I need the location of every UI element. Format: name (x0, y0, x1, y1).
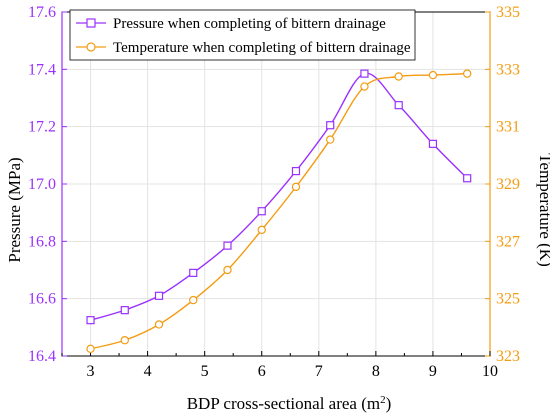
data-point-square (394, 101, 403, 110)
right-y-tick-label: 333 (496, 61, 520, 78)
x-axis-title-superscript: 2 (380, 394, 386, 406)
right-y-tick-label: 325 (496, 291, 520, 308)
data-point-square (189, 268, 198, 277)
data-point-circle (223, 265, 232, 275)
x-tick-label: 9 (429, 363, 437, 380)
legend: Pressure when completing of bittern drai… (69, 9, 416, 61)
legend-box (69, 9, 416, 61)
x-axis: 3 4 5 6 7 8 9 10 (61, 351, 498, 380)
data-point-square (257, 207, 266, 216)
x-axis-title-end: ) (386, 394, 392, 413)
legend-label-pressure: Pressure when completing of bittern drai… (113, 16, 386, 32)
x-tick-label: 10 (482, 363, 498, 380)
data-point-square (154, 291, 164, 300)
data-point-square (291, 167, 301, 176)
data-point-circle (86, 344, 95, 354)
legend-marker-pressure (86, 18, 96, 28)
right-y-tick-label: 329 (496, 176, 520, 193)
right-y-tick-label: 327 (496, 233, 520, 250)
data-point-square (223, 241, 232, 250)
data-point-square (463, 174, 472, 183)
data-point-circle (428, 70, 438, 80)
legend-marker-temperature (86, 42, 96, 52)
left-y-tick-label: 16.8 (28, 233, 56, 250)
x-tick-label: 3 (87, 363, 95, 380)
right-y-axis: 323 325 327 329 331 333 335 (485, 4, 520, 365)
data-point-circle (360, 82, 369, 91)
x-axis-title-main: BDP cross-sectional area (m (187, 394, 380, 413)
legend-label-temperature: Temperature when completing of bittern d… (113, 40, 411, 56)
right-y-tick-label: 335 (496, 4, 520, 21)
data-point-circle (154, 320, 164, 329)
x-tick-label: 4 (144, 363, 152, 380)
x-tick-label: 6 (258, 363, 266, 380)
left-y-tick-label: 16.6 (28, 291, 56, 308)
left-y-tick-label: 17.2 (28, 119, 56, 136)
data-point-square (120, 306, 129, 315)
data-point-circle (291, 182, 301, 192)
x-tick-label: 5 (201, 363, 209, 380)
series-temperature (86, 69, 472, 354)
series-group (86, 69, 472, 354)
x-tick-label: 8 (372, 363, 380, 380)
data-point-circle (257, 225, 266, 235)
right-y-tick-label: 323 (496, 348, 520, 365)
data-point-square (428, 139, 438, 148)
right-y-axis-title: Temperature (K) (536, 153, 550, 267)
left-y-tick-label: 17.4 (28, 61, 56, 78)
data-point-square (326, 121, 335, 130)
x-tick-label: 7 (315, 363, 323, 380)
data-point-circle (326, 135, 335, 144)
data-point-circle (120, 336, 129, 345)
left-y-tick-label: 17.0 (28, 176, 56, 193)
right-y-tick-label: 331 (496, 119, 520, 136)
left-y-axis: 16.4 16.6 16.8 17.0 17.2 17.4 17.6 (28, 4, 67, 365)
left-y-tick-label: 17.6 (28, 4, 56, 21)
x-axis-title: BDP cross-sectional area (m2) (187, 394, 392, 413)
left-y-axis-title: Pressure (MPa) (5, 157, 24, 262)
data-point-circle (189, 295, 198, 305)
data-point-circle (462, 69, 472, 78)
data-point-square (86, 316, 95, 325)
series-pressure (86, 69, 472, 325)
data-point-square (360, 69, 369, 78)
left-y-tick-label: 16.4 (28, 348, 56, 365)
data-point-circle (394, 72, 403, 81)
